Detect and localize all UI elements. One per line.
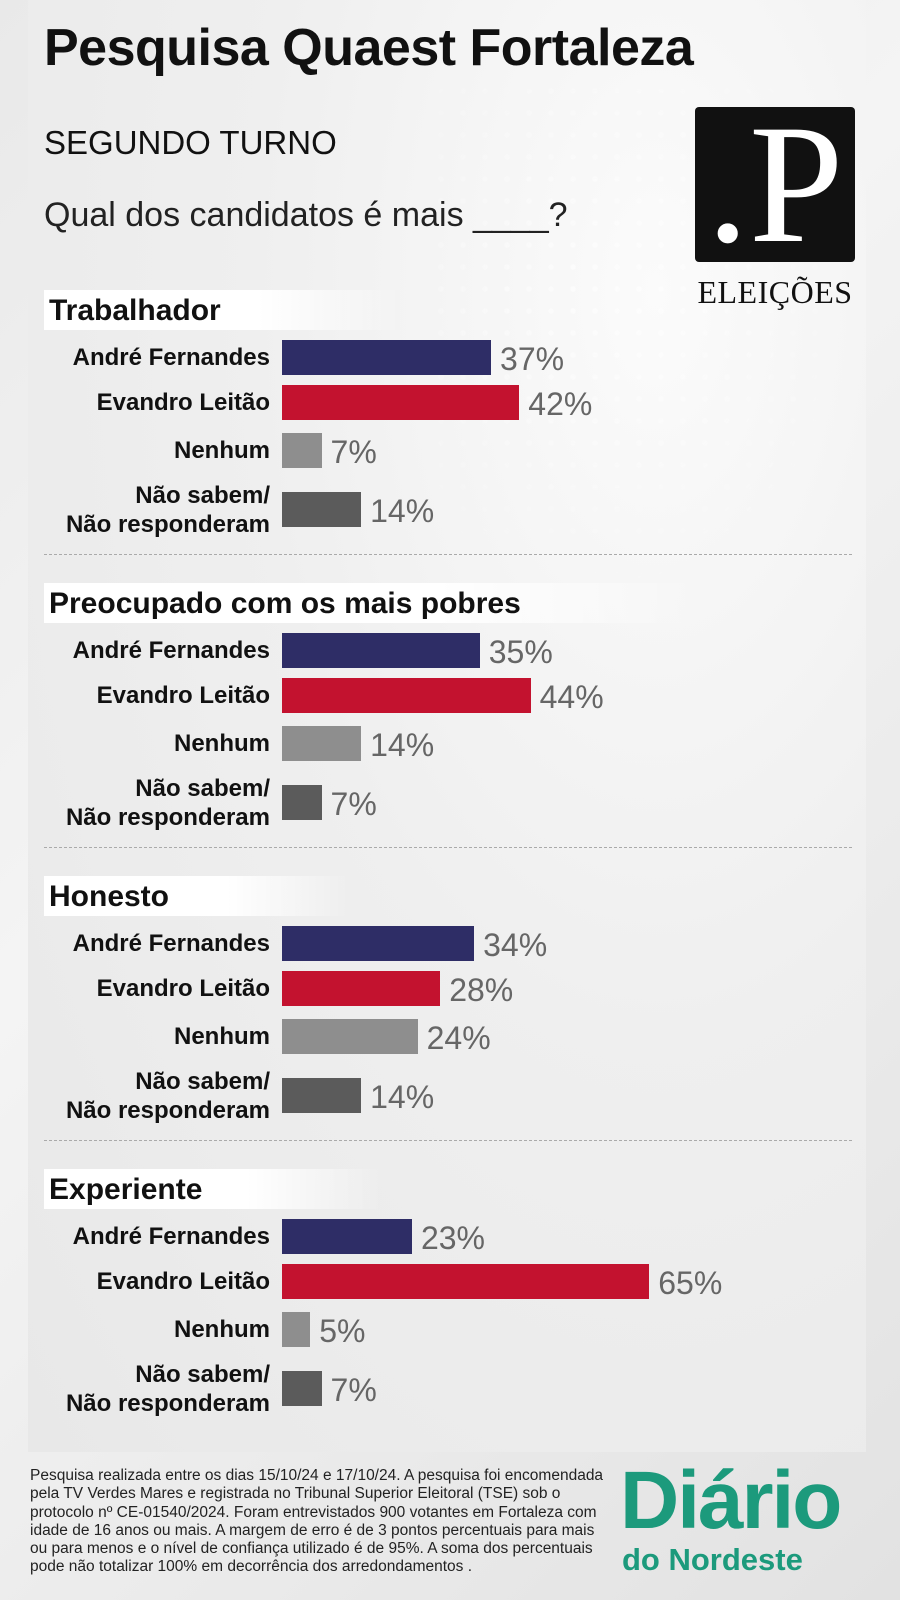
bar-evandro-leitao <box>282 1264 650 1299</box>
category-label-nao-sabem: Não sabem/Não responderam <box>66 1360 270 1418</box>
chart-group: Honesto André Fernandes 34% Evandro Leitão 2… <box>0 876 900 1169</box>
group-divider <box>44 847 852 848</box>
data-label-nao-sabem: 7% <box>330 1372 377 1408</box>
group-title: Preocupado com os mais pobres <box>44 583 701 623</box>
bar-nenhum <box>282 726 362 761</box>
category-label-evandro-leitao: Evandro Leitão <box>97 388 270 417</box>
data-label-evandro-leitao: 44% <box>539 679 604 715</box>
question: Qual dos candidatos é mais ____? <box>44 196 568 234</box>
category-label-line: Nenhum <box>174 730 270 757</box>
category-label-andre-fernandes: André Fernandes <box>73 343 270 372</box>
category-label-nenhum: Nenhum <box>174 1022 270 1051</box>
chart-group: Experiente André Fernandes 23% Evandro Leit… <box>0 1169 900 1462</box>
data-label-nenhum: 7% <box>330 434 377 470</box>
category-label-evandro-leitao: Evandro Leitão <box>97 681 270 710</box>
bar-nao-sabem <box>282 492 362 527</box>
data-label-andre-fernandes: 34% <box>483 927 548 963</box>
category-label-line: Não sabem/ <box>135 481 270 509</box>
category-label-line: André Fernandes <box>72 1223 270 1250</box>
group-title: Honesto <box>44 876 349 916</box>
brand-logo-nordeste: do Nordeste <box>622 1542 803 1577</box>
category-label-line: Não responderam <box>65 1096 270 1124</box>
p-logo: .P <box>695 99 855 269</box>
bar-andre-fernandes <box>282 1219 412 1254</box>
category-label-line: Evandro Leitão <box>96 682 270 709</box>
brand-logo-diario: Diário <box>620 1455 842 1546</box>
bar-evandro-leitao <box>282 678 531 713</box>
chart-group: Preocupado com os mais pobres André Ferna… <box>0 583 900 876</box>
category-label-line: Não sabem/ <box>135 774 270 802</box>
data-label-evandro-leitao: 28% <box>449 972 514 1008</box>
bar-nenhum <box>282 1019 418 1054</box>
category-label-andre-fernandes: André Fernandes <box>73 1222 270 1251</box>
bar-evandro-leitao <box>282 971 441 1006</box>
category-label-line: Não sabem/ <box>135 1360 270 1388</box>
data-label-andre-fernandes: 35% <box>488 634 553 670</box>
bar-nenhum <box>282 433 322 468</box>
data-label-andre-fernandes: 37% <box>500 341 565 377</box>
data-label-evandro-leitao: 42% <box>528 386 593 422</box>
category-label-line: André Fernandes <box>72 930 270 957</box>
data-label-nao-sabem: 14% <box>370 493 435 529</box>
bar-evandro-leitao <box>282 385 520 420</box>
category-label-andre-fernandes: André Fernandes <box>73 636 270 665</box>
data-label-nao-sabem: 7% <box>330 786 377 822</box>
data-label-evandro-leitao: 65% <box>658 1265 723 1301</box>
category-label-line: Nenhum <box>174 1316 270 1343</box>
p-logo-mark: .P <box>706 90 844 278</box>
bar-nenhum <box>282 1312 311 1347</box>
category-label-nenhum: Nenhum <box>174 436 270 465</box>
category-label-evandro-leitao: Evandro Leitão <box>97 974 270 1003</box>
group-divider <box>44 1140 852 1141</box>
category-label-line: Não sabem/ <box>135 1067 270 1095</box>
page-title: Pesquisa Quaest Fortaleza <box>44 19 694 77</box>
category-label-line: Não responderam <box>65 803 270 831</box>
category-label-line: André Fernandes <box>72 637 270 664</box>
bar-nao-sabem <box>282 1371 322 1406</box>
category-label-nenhum: Nenhum <box>174 729 270 758</box>
bar-nao-sabem <box>282 1078 362 1113</box>
subtitle: SEGUNDO TURNO <box>44 124 337 161</box>
data-label-nenhum: 24% <box>426 1020 491 1056</box>
chart-group: Trabalhador André Fernandes 37% Evandro Lei… <box>0 290 900 583</box>
category-label-line: Evandro Leitão <box>96 1268 270 1295</box>
data-label-nenhum: 14% <box>370 727 435 763</box>
methodology-note: Pesquisa realizada entre os dias 15/10/2… <box>30 1467 604 1576</box>
data-label-nenhum: 5% <box>319 1313 366 1349</box>
category-label-line: André Fernandes <box>72 344 270 371</box>
eleicoes-label: ELEIÇÕES <box>697 274 853 310</box>
category-label-line: Evandro Leitão <box>96 975 270 1002</box>
bar-nao-sabem <box>282 785 322 820</box>
category-label-andre-fernandes: André Fernandes <box>73 929 270 958</box>
category-label-line: Nenhum <box>174 1023 270 1050</box>
category-label-nenhum: Nenhum <box>174 1315 270 1344</box>
category-label-line: Não responderam <box>65 510 270 538</box>
group-title: Trabalhador <box>44 290 401 330</box>
group-divider <box>44 554 852 555</box>
category-label-nao-sabem: Não sabem/Não responderam <box>66 481 270 539</box>
bar-andre-fernandes <box>282 926 475 961</box>
group-title: Experiente <box>44 1169 383 1209</box>
category-label-evandro-leitao: Evandro Leitão <box>97 1267 270 1296</box>
category-label-nao-sabem: Não sabem/Não responderam <box>66 774 270 832</box>
bar-andre-fernandes <box>282 633 480 668</box>
category-label-line: Nenhum <box>174 437 270 464</box>
bar-andre-fernandes <box>282 340 492 375</box>
category-label-line: Não responderam <box>65 1389 270 1417</box>
category-label-line: Evandro Leitão <box>96 389 270 416</box>
data-label-nao-sabem: 14% <box>370 1079 435 1115</box>
data-label-andre-fernandes: 23% <box>420 1220 485 1256</box>
category-label-nao-sabem: Não sabem/Não responderam <box>66 1067 270 1125</box>
